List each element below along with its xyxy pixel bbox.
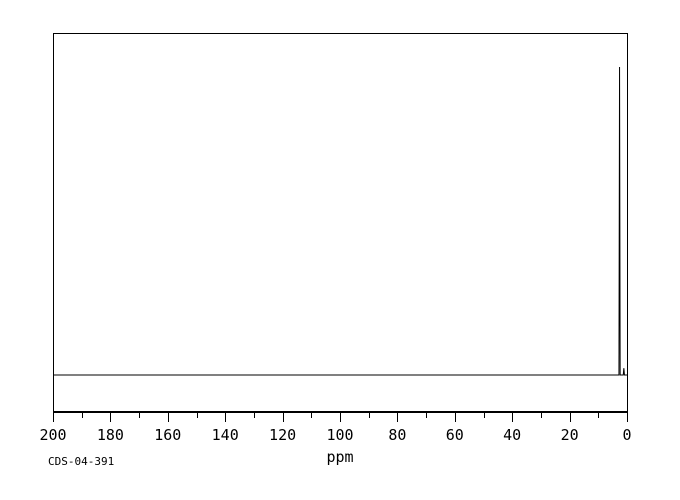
x-tick-minor	[196, 413, 198, 418]
x-tick-label: 200	[39, 426, 67, 444]
x-tick-label: 20	[560, 426, 579, 444]
x-tick-minor	[311, 413, 313, 418]
plot-frame	[53, 33, 628, 412]
x-axis-ticks: 200 180 160 140 120 100 80 60 40 20 0	[0, 413, 680, 453]
x-tick-major	[225, 413, 227, 422]
x-tick-major	[512, 413, 514, 422]
plot-area	[54, 34, 627, 411]
x-tick-major	[627, 413, 628, 422]
x-tick-major	[110, 413, 112, 422]
x-tick-major	[167, 413, 169, 422]
x-tick-label: 160	[154, 426, 182, 444]
x-tick-major	[53, 413, 54, 422]
x-tick-label: 60	[445, 426, 464, 444]
x-tick-major	[340, 413, 341, 422]
x-tick-minor	[253, 413, 255, 418]
spectrum-polyline	[54, 66, 627, 376]
x-tick-major	[569, 413, 571, 422]
x-tick-major	[282, 413, 284, 422]
x-tick-minor	[540, 413, 542, 418]
x-tick-major	[397, 413, 399, 422]
sample-caption: CDS-04-391	[48, 455, 115, 468]
x-axis-title: ppm	[326, 448, 354, 466]
spectrum-trace	[54, 66, 627, 376]
x-tick-major	[454, 413, 456, 422]
x-tick-minor	[368, 413, 370, 418]
x-tick-label: 80	[388, 426, 407, 444]
x-tick-minor	[139, 413, 141, 418]
x-tick-minor	[426, 413, 428, 418]
x-tick-minor	[81, 413, 83, 418]
x-tick-label: 120	[269, 426, 297, 444]
x-tick-label: 0	[622, 426, 632, 444]
x-tick-minor	[598, 413, 600, 418]
x-axis	[53, 412, 628, 413]
x-tick-label: 100	[326, 426, 354, 444]
x-tick-label: 40	[503, 426, 522, 444]
x-tick-label: 180	[96, 426, 124, 444]
x-tick-minor	[483, 413, 485, 418]
x-tick-label: 140	[211, 426, 239, 444]
